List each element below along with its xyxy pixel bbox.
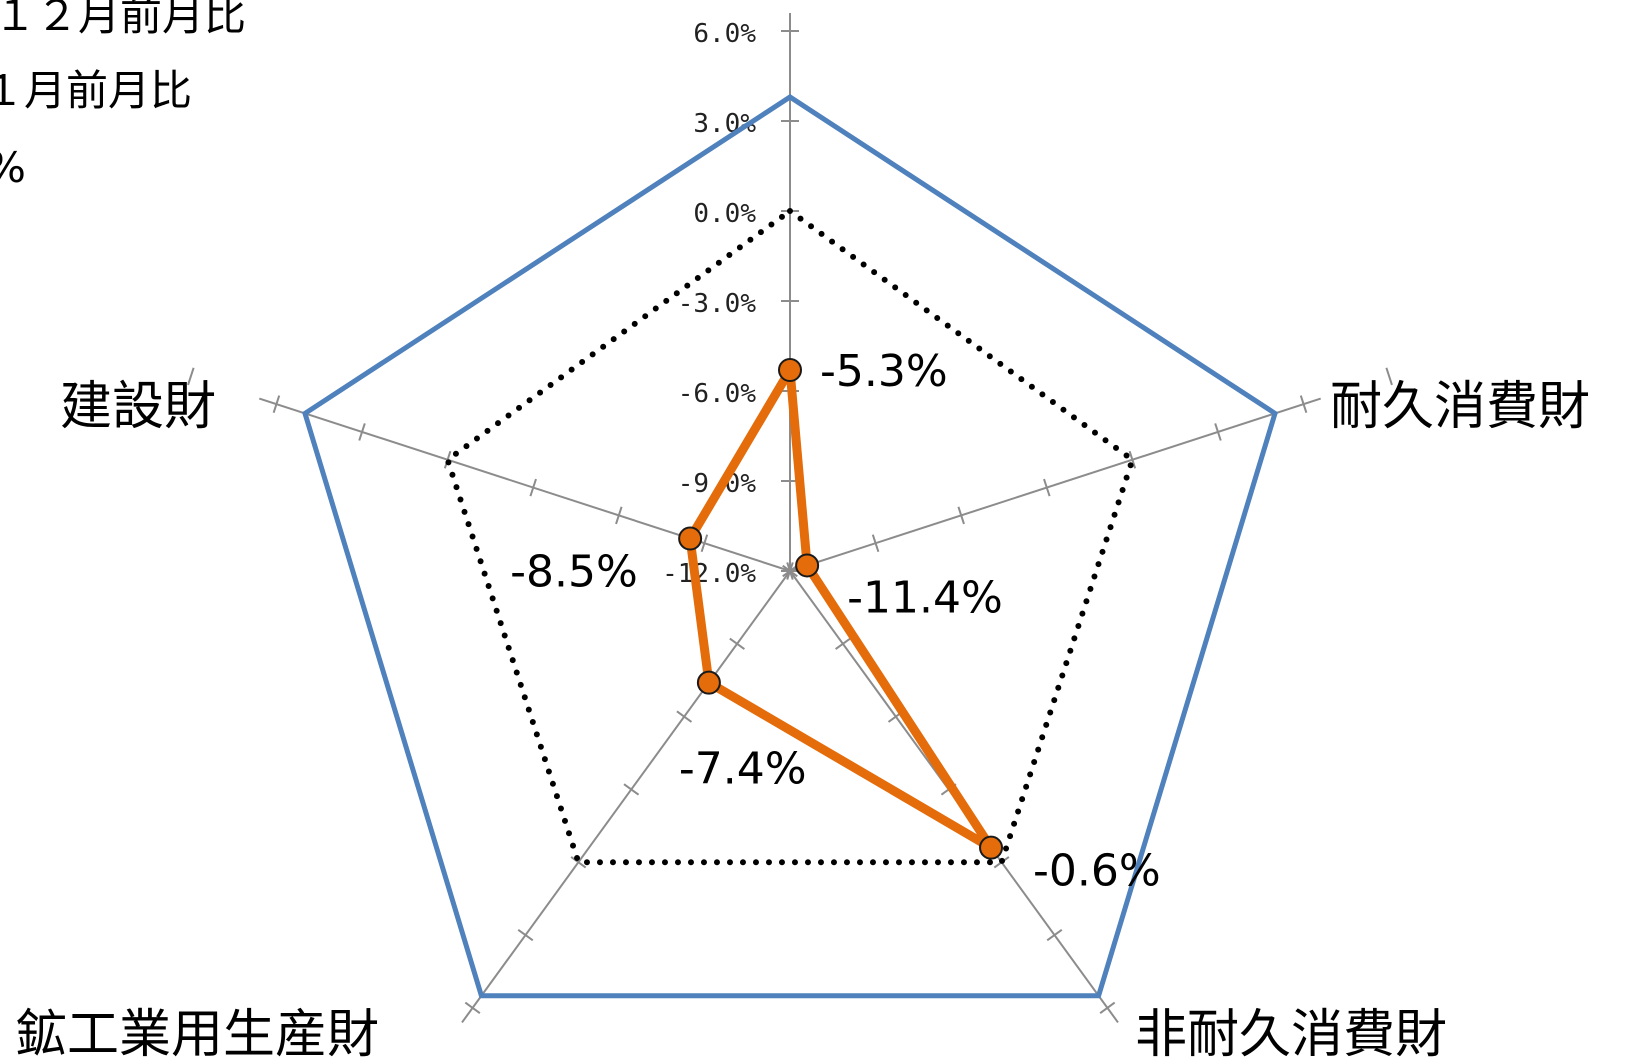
axis-tick [700,534,709,553]
axis-tick [1385,367,1393,386]
series-3-marker [778,358,802,382]
axis-tick [676,710,693,723]
axis-tick [729,637,745,650]
data-label: -0.6% [1033,846,1161,897]
series-layer [302,94,1278,999]
series-3-marker [795,553,820,578]
data-label: -5.3% [820,346,948,397]
legend-entry-2: １月前月比 [0,66,192,115]
category-label: 耐久消費財 [1330,377,1590,437]
data-label: -11.4% [847,572,1003,623]
data-label: -8.5% [510,547,638,598]
axis-tick [529,478,537,497]
axis-tick [1043,478,1051,497]
axis-spoke [789,397,1321,572]
axis-tick [570,856,587,869]
category-label: 非耐久消費財 [1135,1005,1447,1062]
radial-tick-label: 6.0% [693,19,756,49]
axis-tick [358,423,366,441]
category-label: 鉱工業用生産財 [15,1005,379,1062]
axis-tick [1214,423,1222,441]
legend-entry-1: １２月前月比 [0,0,246,40]
axis-tick [835,637,851,650]
data-label: -7.4% [679,744,807,795]
axis-tick [272,395,281,413]
axis-tick [615,506,623,525]
axis-tick [871,534,880,553]
axis-spoke [259,397,791,572]
legend-entry-3: % [0,143,26,192]
axis-tick [1128,450,1137,469]
series-2-line [444,207,1136,866]
axis-tick [1046,928,1063,942]
series-3-marker [678,526,703,551]
axis-tick [1099,1001,1116,1014]
axis-tick [786,562,794,580]
radial-tick-label: -3.0% [678,289,757,319]
series-3-line [685,365,996,853]
series-3-marker [696,670,721,695]
axis-tick [187,367,195,386]
axis-tick [1299,395,1308,413]
radial-tick-label: 0.0% [693,199,756,229]
axis-tick [517,928,534,942]
series-3-marker [979,835,1004,860]
radial-tick-label: -12.0% [662,559,756,589]
series-1-line [302,94,1278,999]
axis-tick [623,783,640,796]
category-label: 建設財 [60,377,216,437]
axis-tick [957,506,965,525]
axis-grid: 6.0%3.0%0.0%-3.0%-6.0%-9.0%-12.0% [187,13,1393,1024]
axis-spoke [461,570,791,1024]
axis-tick [464,1001,481,1014]
legend: １２月前月比 １月前月比 % [0,0,246,192]
radial-tick-label: -6.0% [678,379,757,409]
